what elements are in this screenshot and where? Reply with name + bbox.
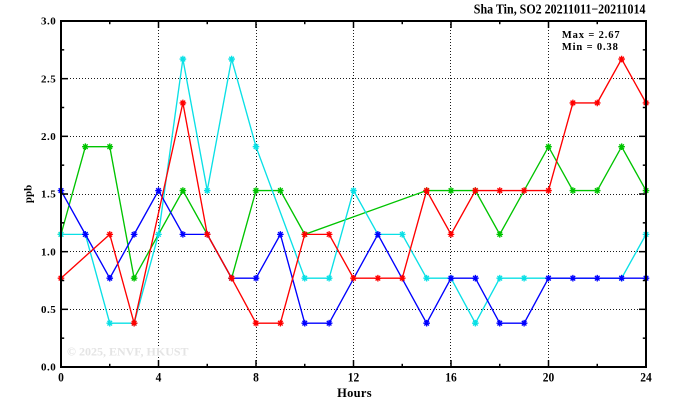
svg-text:1.5: 1.5 [41,189,56,201]
svg-text:Hours: Hours [337,386,372,400]
svg-text:Sha Tin, SO2 20211011−20211014: Sha Tin, SO2 20211011−20211014 [474,2,646,17]
svg-text:0.5: 0.5 [41,304,56,316]
svg-text:3.0: 3.0 [41,16,56,28]
svg-text:24: 24 [640,370,652,385]
svg-text:1.0: 1.0 [41,246,56,258]
svg-text:2.5: 2.5 [41,73,56,85]
svg-text:© 2025, ENVF, HKUST: © 2025, ENVF, HKUST [67,345,189,359]
svg-text:ppb: ppb [23,185,35,203]
svg-text:16: 16 [445,370,457,385]
svg-text:Max = 2.67: Max = 2.67 [562,30,621,41]
svg-text:0: 0 [58,370,64,385]
svg-text:0.0: 0.0 [41,362,56,374]
svg-text:8: 8 [253,370,259,385]
svg-text:20: 20 [543,370,555,385]
svg-text:2.0: 2.0 [41,131,56,143]
svg-text:12: 12 [348,370,360,385]
svg-text:Min = 0.38: Min = 0.38 [562,42,619,53]
svg-text:4: 4 [156,370,162,385]
